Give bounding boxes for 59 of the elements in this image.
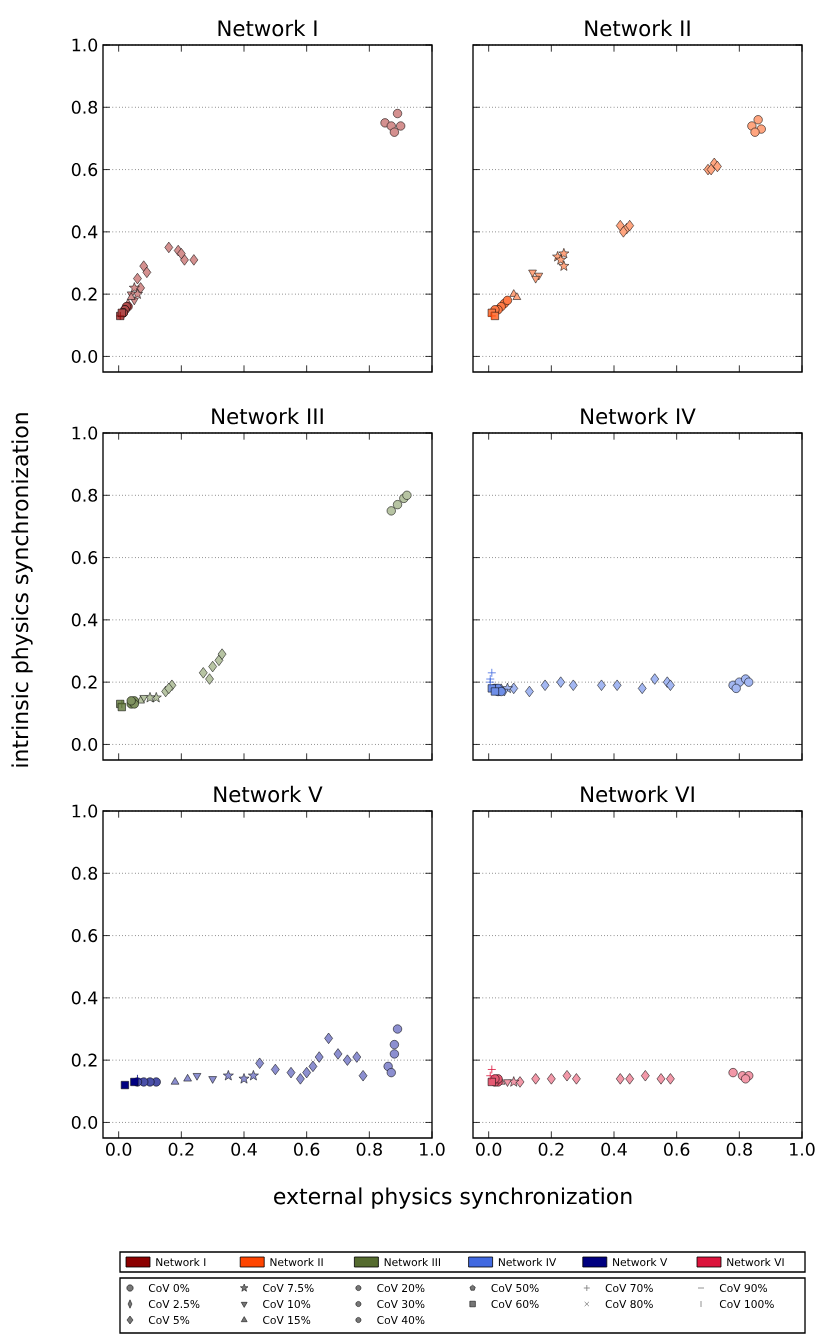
- text: CoV 40%: [377, 1315, 425, 1325]
- y-tick-label: 0.0: [71, 737, 98, 751]
- category-label: Network I: [156, 1257, 206, 1267]
- category-label: Network II: [270, 1257, 323, 1267]
- x-axis-title: external physics synchronization: [274, 1187, 632, 1209]
- category-label: Network IV: [498, 1257, 557, 1267]
- category-label: Network III: [384, 1257, 440, 1267]
- x-tick-label: 0.0: [106, 1142, 132, 1156]
- text: CoV 30%: [377, 1299, 425, 1309]
- y-axis-title: intrinsic physics synchronization: [11, 413, 33, 767]
- y-tick-label: 0.0: [71, 349, 98, 363]
- y-tick-label: 0.2: [71, 287, 97, 301]
- x-tick-label: 1.0: [790, 1142, 815, 1156]
- x-tick-label: 0.2: [168, 1142, 194, 1156]
- text: CoV 10%: [263, 1299, 311, 1309]
- y-tick-label: 0.4: [71, 991, 98, 1005]
- category-label: Network V: [613, 1257, 668, 1267]
- y-tick-label: 1.0: [72, 38, 98, 52]
- x-tick-label: 0.4: [601, 1142, 627, 1156]
- text: CoV 70%: [605, 1283, 653, 1293]
- y-tick-label: 0.6: [71, 551, 98, 565]
- y-tick-label: 0.8: [71, 100, 98, 114]
- chart-title: Network II: [585, 19, 690, 37]
- x-tick-label: 0.0: [476, 1142, 502, 1156]
- text: CoV 90%: [719, 1283, 768, 1293]
- x-tick-label: 0.8: [726, 1142, 752, 1156]
- y-tick-label: 1.0: [72, 426, 98, 440]
- text: CoV 0%: [148, 1283, 190, 1293]
- y-tick-label: 0.8: [71, 866, 98, 880]
- y-tick-label: 0.4: [71, 613, 98, 627]
- x-tick-label: 0.2: [538, 1142, 564, 1156]
- text: CoV 15%: [263, 1315, 311, 1325]
- chart-title: Network I: [218, 19, 317, 37]
- y-tick-label: 0.6: [71, 929, 98, 943]
- text: CoV 5%: [148, 1315, 190, 1325]
- x-tick-label: 1.0: [420, 1142, 445, 1156]
- chart-title: Network V: [214, 785, 323, 803]
- text: CoV 80%: [605, 1299, 653, 1309]
- text: CoV 20%: [377, 1283, 425, 1293]
- y-tick-label: 0.2: [71, 1053, 97, 1067]
- x-tick-label: 0.8: [356, 1142, 382, 1156]
- text: CoV 50%: [491, 1283, 539, 1293]
- y-tick-label: 0.8: [71, 488, 98, 502]
- text: CoV 60%: [491, 1299, 539, 1309]
- x-tick-label: 0.6: [664, 1142, 690, 1156]
- chart-title: Network VI: [581, 785, 694, 803]
- y-tick-label: 1.0: [72, 804, 98, 818]
- x-tick-label: 0.6: [294, 1142, 320, 1156]
- text: CoV 7.5%: [263, 1283, 314, 1293]
- y-tick-label: 0.0: [71, 1115, 98, 1129]
- chart-title: Network IV: [581, 407, 696, 425]
- chart-title: Network III: [212, 407, 323, 425]
- category-label: Network VI: [727, 1257, 784, 1267]
- y-tick-label: 0.2: [71, 675, 97, 689]
- y-tick-label: 0.6: [71, 163, 98, 177]
- x-tick-label: 0.4: [231, 1142, 257, 1156]
- text: CoV 2.5%: [148, 1299, 200, 1309]
- y-tick-label: 0.4: [71, 225, 98, 239]
- text: CoV 100%: [719, 1299, 774, 1309]
